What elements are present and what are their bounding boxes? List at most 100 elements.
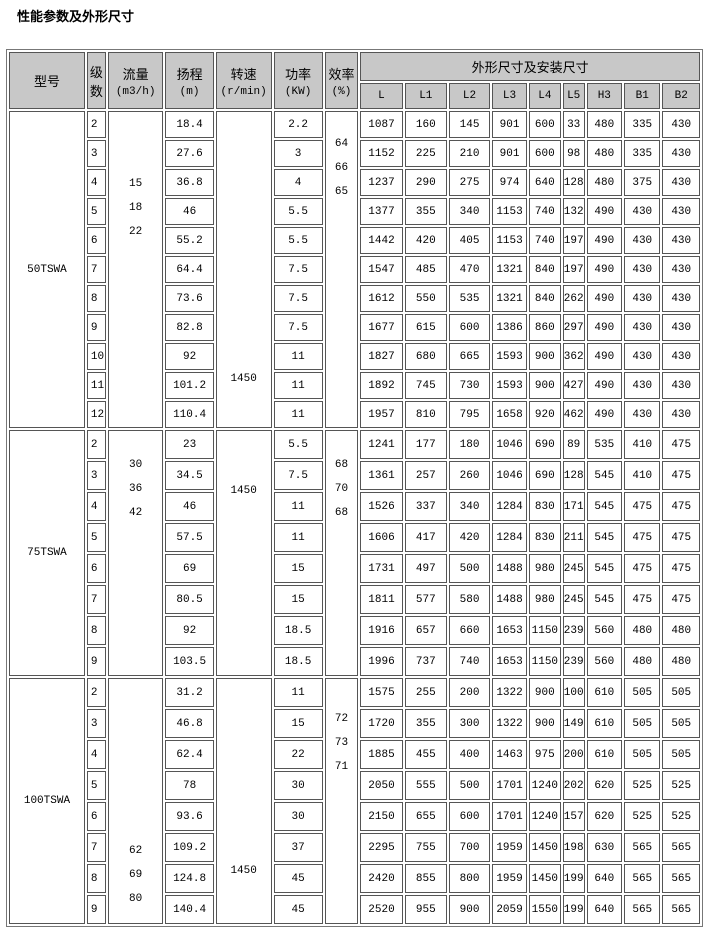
dim-cell-l2: 600 bbox=[448, 314, 491, 341]
stage-cell: 6 bbox=[86, 227, 106, 254]
dim-cell-b1: 475 bbox=[624, 585, 661, 614]
head-cell: 103.5 bbox=[165, 647, 214, 676]
dim-cell-l3: 1284 bbox=[492, 492, 527, 521]
header-dim-l4: L4 bbox=[528, 83, 561, 109]
dim-cell-l1: 550 bbox=[404, 285, 447, 312]
dim-cell-b1: 335 bbox=[624, 111, 661, 138]
dim-cell-l5: 245 bbox=[562, 554, 585, 583]
head-cell: 62.4 bbox=[165, 740, 214, 769]
dim-cell-l2: 180 bbox=[448, 430, 491, 459]
dim-cell-l4: 690 bbox=[528, 430, 561, 459]
table-row: 6 55.2 5.5 1442 420 405 1153 740 197 490 430 430 bbox=[9, 227, 700, 254]
stage-cell: 7 bbox=[86, 833, 106, 862]
power-cell: 45 bbox=[273, 864, 323, 893]
stage-cell: 9 bbox=[86, 895, 106, 924]
model-cell: 50TSWA bbox=[9, 111, 85, 428]
stage-cell: 8 bbox=[86, 864, 106, 893]
dim-cell-l3: 1284 bbox=[492, 523, 527, 552]
header-head: 扬程 (m) bbox=[165, 52, 214, 109]
dim-cell-l3: 1701 bbox=[492, 802, 527, 831]
table-row: 50TSWA 2 15 18 22 18.4 1450 2.2 64 66 65 1087 160 145… bbox=[9, 111, 700, 428]
dim-cell-l2: 340 bbox=[448, 198, 491, 225]
dim-cell-b1: 505 bbox=[624, 678, 661, 707]
dim-cell-l1: 755 bbox=[404, 833, 447, 862]
dim-cell-l4: 600 bbox=[528, 111, 561, 138]
header-dim-b1: B1 bbox=[624, 83, 661, 109]
dim-cell-h3: 490 bbox=[586, 343, 623, 370]
power-cell: 11 bbox=[273, 343, 323, 370]
dim-cell-h3: 490 bbox=[586, 256, 623, 283]
table-row: 3 27.6 3 1152 225 210 901 600 98 480 335 430 bbox=[9, 140, 700, 167]
speed-cell: 1450 bbox=[215, 111, 272, 428]
dim-cell-b1: 565 bbox=[624, 864, 661, 893]
dim-cell-l3: 1321 bbox=[492, 285, 527, 312]
flow-cell: 15 18 22 bbox=[107, 111, 164, 428]
power-cell: 4 bbox=[273, 169, 323, 196]
dim-cell-b2: 430 bbox=[662, 169, 700, 196]
power-cell: 2.2 bbox=[273, 111, 323, 138]
dim-cell-h3: 490 bbox=[586, 314, 623, 341]
dim-cell-b2: 475 bbox=[662, 461, 700, 490]
dim-cell-l4: 900 bbox=[528, 372, 561, 399]
head-cell: 23 bbox=[165, 430, 214, 459]
table-row: 9 82.8 7.5 1677 615 600 1386 860 297 490 430 430 bbox=[9, 314, 700, 341]
dim-cell-l5: 198 bbox=[562, 833, 585, 862]
head-cell: 18.4 bbox=[165, 111, 214, 138]
table-row: 4 62.4 22 1885 455 400 1463 975 200 610 505 505 bbox=[9, 740, 700, 769]
dim-cell-l2: 405 bbox=[448, 227, 491, 254]
speed-cell: 1450 bbox=[215, 430, 272, 676]
dim-cell-l5: 297 bbox=[562, 314, 585, 341]
efficiency-cell: 72 73 71 bbox=[324, 678, 359, 924]
dim-cell-h3: 620 bbox=[586, 771, 623, 800]
dim-cell-h3: 490 bbox=[586, 227, 623, 254]
dim-cell-b1: 410 bbox=[624, 461, 661, 490]
dim-cell-h3: 545 bbox=[586, 554, 623, 583]
dim-cell-l5: 200 bbox=[562, 740, 585, 769]
head-cell: 109.2 bbox=[165, 833, 214, 862]
dim-cell-l4: 840 bbox=[528, 285, 561, 312]
power-cell: 15 bbox=[273, 709, 323, 738]
head-cell: 92 bbox=[165, 343, 214, 370]
head-cell: 34.5 bbox=[165, 461, 214, 490]
dim-cell-b1: 525 bbox=[624, 802, 661, 831]
dim-cell-l3: 1701 bbox=[492, 771, 527, 800]
dim-cell-h3: 560 bbox=[586, 616, 623, 645]
dim-cell-l4: 900 bbox=[528, 678, 561, 707]
power-cell: 5.5 bbox=[273, 430, 323, 459]
table-row: 9 103.5 18.5 1996 737 740 1653 1150 239 560 480 480 bbox=[9, 647, 700, 676]
dim-cell-l5: 197 bbox=[562, 227, 585, 254]
dim-cell-b2: 525 bbox=[662, 802, 700, 831]
efficiency-cell: 64 66 65 bbox=[324, 111, 359, 428]
table-row: 7 109.2 37 2295 755 700 1959 1450 198 630 565 565 bbox=[9, 833, 700, 862]
dim-cell-l2: 580 bbox=[448, 585, 491, 614]
speed-value: 1450 bbox=[230, 373, 257, 385]
stage-cell: 3 bbox=[86, 709, 106, 738]
stage-cell: 4 bbox=[86, 740, 106, 769]
header-dim-l3: L3 bbox=[492, 83, 527, 109]
dim-cell-b2: 565 bbox=[662, 895, 700, 924]
table-row: 3 46.8 15 1720 355 300 1322 900 149 610 505 505 bbox=[9, 709, 700, 738]
dim-cell-b2: 475 bbox=[662, 585, 700, 614]
dim-cell-l1: 655 bbox=[404, 802, 447, 831]
dim-cell-l5: 202 bbox=[562, 771, 585, 800]
dim-cell-l3: 1653 bbox=[492, 616, 527, 645]
table-row: 8 73.6 7.5 1612 550 535 1321 840 262 490 430 430 bbox=[9, 285, 700, 312]
dim-cell-l5: 211 bbox=[562, 523, 585, 552]
dim-cell-b1: 430 bbox=[624, 285, 661, 312]
stage-cell: 4 bbox=[86, 492, 106, 521]
dim-cell-l3: 901 bbox=[492, 111, 527, 138]
dim-cell-l2: 210 bbox=[448, 140, 491, 167]
power-cell: 18.5 bbox=[273, 616, 323, 645]
head-cell: 36.8 bbox=[165, 169, 214, 196]
dim-cell-l3: 1593 bbox=[492, 372, 527, 399]
dim-cell-l2: 730 bbox=[448, 372, 491, 399]
header-stage: 级数 bbox=[86, 52, 106, 109]
dim-cell-l: 1087 bbox=[360, 111, 403, 138]
dim-cell-l2: 800 bbox=[448, 864, 491, 893]
header-model: 型号 bbox=[9, 52, 85, 109]
dim-cell-b1: 430 bbox=[624, 314, 661, 341]
dim-cell-l2: 795 bbox=[448, 401, 491, 428]
dim-cell-l3: 1386 bbox=[492, 314, 527, 341]
table-row: 75TSWA 2 30 36 42 23 1450 5.5 68 70 68 1241 177 180 10… bbox=[9, 430, 700, 676]
dim-cell-l4: 1450 bbox=[528, 833, 561, 862]
